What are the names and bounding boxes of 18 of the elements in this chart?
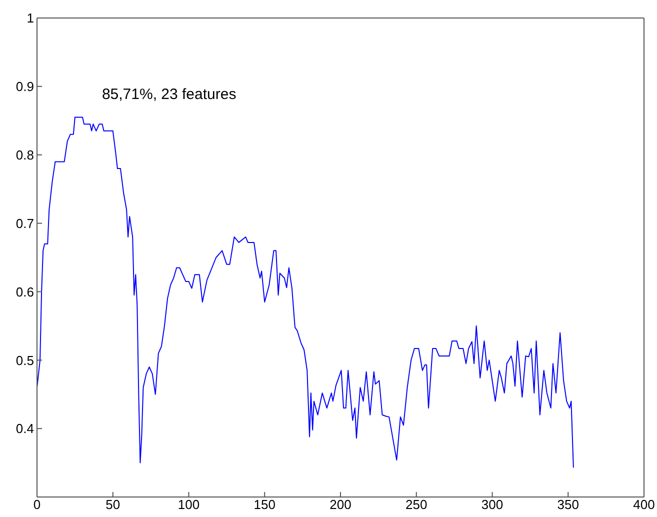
x-tick-label: 0	[33, 497, 41, 512]
y-tick-label: 0.9	[16, 79, 34, 94]
y-tick-label: 0.8	[16, 147, 34, 162]
line-series	[37, 116, 574, 468]
y-tick-label: 1	[26, 10, 34, 26]
x-tick-label: 100	[178, 497, 200, 512]
x-tick-label: 300	[481, 497, 504, 512]
annotation: 85,71%, 23 features	[102, 86, 236, 104]
y-tick-label: 0.5	[16, 352, 34, 368]
x-tick-label: 250	[406, 497, 428, 512]
y-tick-label: 0.4	[16, 421, 34, 436]
y-tick-label: 0.7	[16, 216, 34, 231]
x-tick-label: 350	[557, 497, 579, 512]
y-tick-label: 0.6	[16, 284, 34, 300]
x-tick-label: 50	[106, 497, 120, 512]
x-tick-label: 150	[254, 497, 276, 512]
x-tick-label: 200	[330, 497, 352, 512]
x-tick-label: 400	[633, 497, 655, 512]
